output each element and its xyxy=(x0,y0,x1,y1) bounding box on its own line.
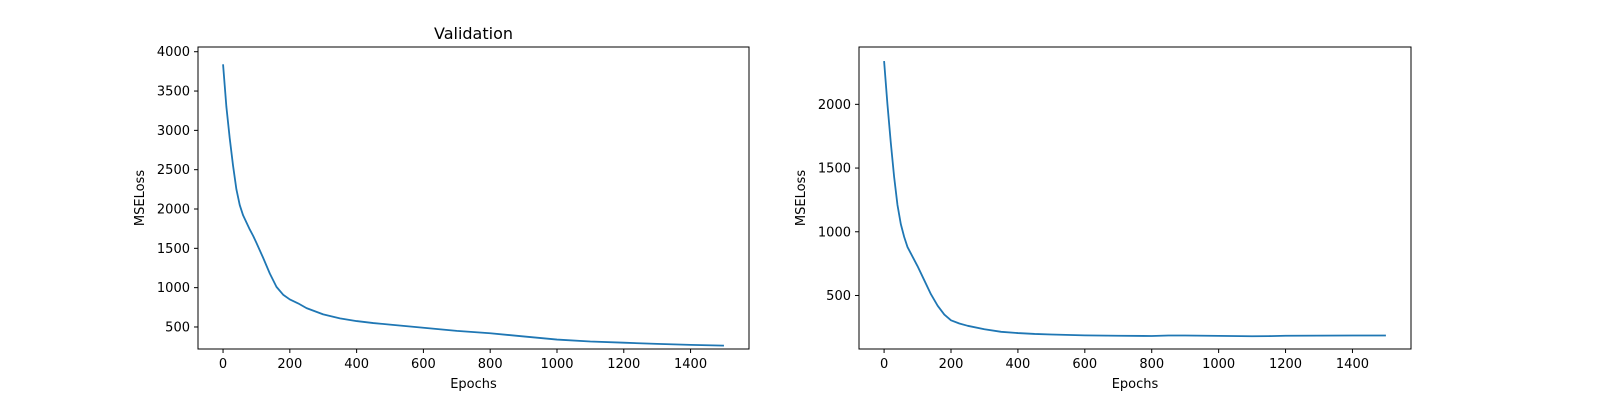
x-tick-label: 800 xyxy=(1139,357,1164,372)
y-tick-label: 3500 xyxy=(157,85,190,100)
plot-frame xyxy=(858,46,1412,350)
chart-title: Validation xyxy=(434,24,513,43)
series-line xyxy=(222,64,724,347)
y-axis-label: MSELoss xyxy=(794,170,809,226)
x-tick-label: 1000 xyxy=(1202,357,1235,372)
x-tick-label: 0 xyxy=(219,357,227,372)
x-tick-label: 1000 xyxy=(540,357,573,372)
x-tick-label: 600 xyxy=(411,357,436,372)
x-tick-label: 400 xyxy=(344,357,369,372)
y-tick-label: 500 xyxy=(826,289,851,304)
plot-frame xyxy=(197,46,750,350)
y-tick-label: 1000 xyxy=(818,225,851,240)
y-tick-label: 4000 xyxy=(157,45,190,60)
y-tick-label: 1500 xyxy=(818,162,851,177)
x-tick-label: 800 xyxy=(478,357,503,372)
chart-second: 0 200 400 600 800 1000 1200 1400 500 1000 1500 2000… xyxy=(794,46,1412,392)
y-tick-label: 3000 xyxy=(157,124,190,139)
x-tick-label: 200 xyxy=(939,357,964,372)
x-tick-label: 1200 xyxy=(607,357,640,372)
y-tick-label: 1000 xyxy=(157,281,190,296)
x-tick-label: 0 xyxy=(880,357,888,372)
y-tick-label: 2000 xyxy=(157,203,190,218)
y-tick-label: 2000 xyxy=(818,98,851,113)
chart-validation: 0 200 400 600 800 1000 1200 1400 500 1000 1500 2000… xyxy=(133,24,750,392)
x-tick-label: 1400 xyxy=(674,357,707,372)
y-tick-label: 2500 xyxy=(157,163,190,178)
x-axis-label: Epochs xyxy=(1112,377,1159,392)
y-axis-label: MSELoss xyxy=(133,170,148,226)
y-tick-label: 500 xyxy=(165,320,190,335)
x-axis-label: Epochs xyxy=(450,377,497,392)
x-tick-label: 200 xyxy=(277,357,302,372)
x-tick-label: 1200 xyxy=(1269,357,1302,372)
x-tick-label: 400 xyxy=(1005,357,1030,372)
series-line xyxy=(883,60,1386,338)
y-tick-label: 1500 xyxy=(157,242,190,257)
x-tick-label: 1400 xyxy=(1336,357,1369,372)
x-tick-label: 600 xyxy=(1072,357,1097,372)
